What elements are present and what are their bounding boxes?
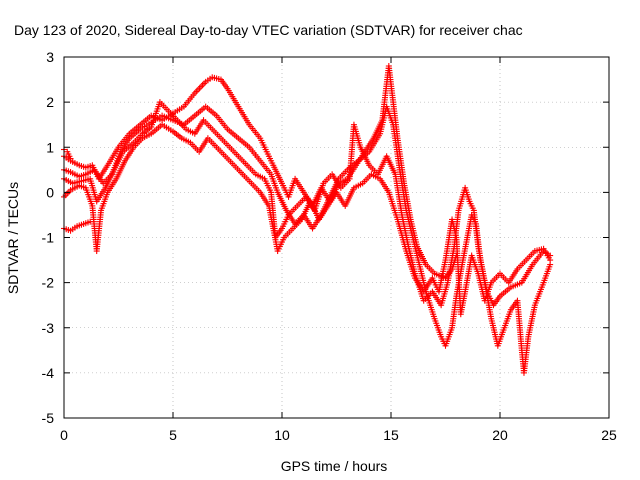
chart-title: Day 123 of 2020, Sidereal Day-to-day VTE… xyxy=(14,22,523,38)
y-tick-label: 0 xyxy=(46,184,54,200)
data-point-marker xyxy=(87,218,94,225)
y-tick-label: -1 xyxy=(42,230,55,246)
x-tick-label: 20 xyxy=(492,427,508,443)
x-tick-label: 5 xyxy=(169,427,177,443)
y-tick-label: -3 xyxy=(42,320,55,336)
y-tick-label: 1 xyxy=(46,139,54,155)
y-tick-label: -5 xyxy=(42,410,55,426)
data-point-marker xyxy=(67,155,74,162)
x-tick-label: 25 xyxy=(601,427,617,443)
data-points xyxy=(61,63,554,376)
x-tick-label: 10 xyxy=(274,427,290,443)
x-axis-label: GPS time / hours xyxy=(281,458,388,474)
y-tick-label: 3 xyxy=(46,49,54,65)
axis-ticks: 0 5 10 15 20 25 -5 -4 -3 -2 -1 0 1 2 3 xyxy=(42,49,617,443)
x-tick-label: 15 xyxy=(383,427,399,443)
x-tick-label: 0 xyxy=(60,427,68,443)
y-tick-label: -4 xyxy=(42,365,55,381)
y-axis-label: SDTVAR / TECUs xyxy=(5,182,21,294)
y-tick-label: 2 xyxy=(46,94,54,110)
y-tick-label: -2 xyxy=(42,275,55,291)
data-point-marker xyxy=(547,257,554,264)
